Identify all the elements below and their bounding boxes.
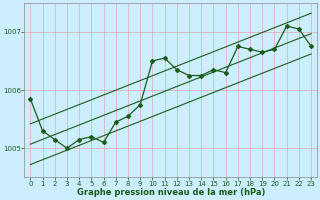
X-axis label: Graphe pression niveau de la mer (hPa): Graphe pression niveau de la mer (hPa) (76, 188, 265, 197)
